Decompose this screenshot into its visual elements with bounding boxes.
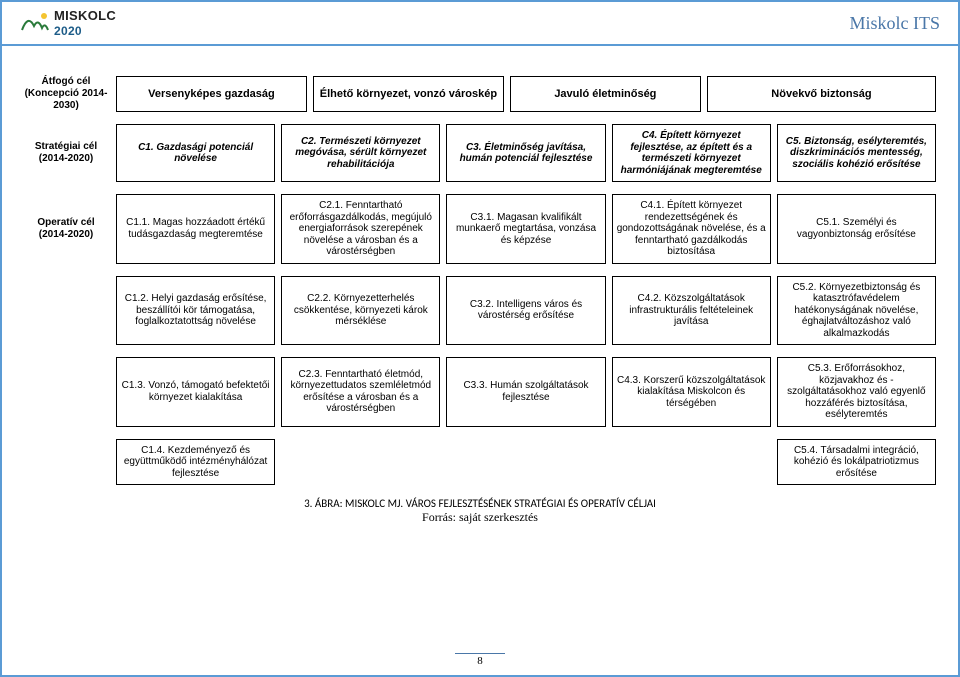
atfogo-cells: Versenyképes gazdaság Élhető környezet, … [116,76,936,112]
logo-text: MISKOLC 2020 [54,8,116,38]
page-frame: MISKOLC 2020 Miskolc ITS Átfogó cél (Kon… [0,0,960,677]
figure-source: Forrás: saját szerkesztés [24,510,936,525]
operativ-cell: C1.1. Magas hozzáadott értékű tudásgazda… [116,194,275,264]
row-label-empty [24,439,110,486]
page-number: 8 [455,653,505,667]
strategiai-cell: C2. Természeti környezet megóvása, sérül… [281,124,440,182]
header-title: Miskolc ITS [849,13,940,34]
strategiai-cell: C1. Gazdasági potenciál növelése [116,124,275,182]
row-operativ-1: Operatív cél (2014-2020) C1.1. Magas hoz… [24,194,936,264]
operativ-cell: C3.3. Humán szolgáltatások fejlesztése [446,357,605,427]
operativ-cell: C1.2. Helyi gazdaság erősítése, beszállí… [116,276,275,346]
row-operativ-3: C1.3. Vonzó, támogató befektetői környez… [24,357,936,427]
row-operativ-2: C1.2. Helyi gazdaság erősítése, beszállí… [24,276,936,346]
operativ-cell: C2.2. Környezetterhelés csökkentése, kör… [281,276,440,346]
operativ-cell: C2.1. Fenntartható erőforrásgazdálkodás,… [281,194,440,264]
operativ-cell: C4.3. Korszerű közszolgáltatások kialakí… [612,357,771,427]
strategiai-cell: C4. Épített környezet fejlesztése, az ép… [612,124,771,182]
figure-caption-block: 3. ÁBRA: MISKOLC MJ. VÁROS FEJLESZTÉSÉNE… [24,497,936,525]
row-label-strategiai: Stratégiai cél (2014-2020) [24,124,110,182]
row-label-empty [24,357,110,427]
atfogo-cell: Javuló életminőség [510,76,701,112]
row-label-empty [24,276,110,346]
logo-area: MISKOLC 2020 [20,8,116,38]
operativ-cell: C3.2. Intelligens város és várostérség e… [446,276,605,346]
row-label-atfogo: Átfogó cél (Koncepció 2014-2030) [24,76,110,112]
operativ-cell-empty [446,439,605,486]
strategiai-cells: C1. Gazdasági potenciál növelése C2. Ter… [116,124,936,182]
operativ-cells-3: C1.3. Vonzó, támogató befektetői környez… [116,357,936,427]
operativ-cells-2: C1.2. Helyi gazdaság erősítése, beszállí… [116,276,936,346]
operativ-cells-1: C1.1. Magas hozzáadott értékű tudásgazda… [116,194,936,264]
row-strategiai: Stratégiai cél (2014-2020) C1. Gazdasági… [24,124,936,182]
operativ-cell: C1.4. Kezdeményező és együttműködő intéz… [116,439,275,486]
atfogo-cell: Növekvő biztonság [707,76,936,112]
operativ-cell: C5.3. Erőforrásokhoz, közjavakhoz és -sz… [777,357,936,427]
strategiai-cell: C3. Életminőség javítása, humán potenciá… [446,124,605,182]
operativ-cell: C4.1. Épített környezet rendezettségének… [612,194,771,264]
operativ-cell: C3.1. Magasan kvalifikált munkaerő megta… [446,194,605,264]
row-label-operativ: Operatív cél (2014-2020) [24,194,110,264]
operativ-cell: C5.2. Környezetbiztonság és katasztrófav… [777,276,936,346]
operativ-cell: C4.2. Közszolgáltatások infrastrukturáli… [612,276,771,346]
operativ-cell-empty [281,439,440,486]
content-area: Átfogó cél (Koncepció 2014-2030) Verseny… [2,46,958,535]
operativ-cell: C1.3. Vonzó, támogató befektetői környez… [116,357,275,427]
logo-text-top: MISKOLC [54,8,116,23]
logo-text-bottom: 2020 [54,24,82,38]
operativ-cell: C5.4. Társadalmi integráció, kohézió és … [777,439,936,486]
atfogo-cell: Élhető környezet, vonzó városkép [313,76,504,112]
atfogo-cell: Versenyképes gazdaság [116,76,307,112]
miskolc-logo-icon [20,8,50,38]
figure-caption: 3. ÁBRA: MISKOLC MJ. VÁROS FEJLESZTÉSÉNE… [24,497,936,510]
strategiai-cell: C5. Biztonság, esélyteremtés, diszkrimin… [777,124,936,182]
operativ-cell: C2.3. Fenntartható életmód, környezettud… [281,357,440,427]
page-header: MISKOLC 2020 Miskolc ITS [2,2,958,46]
operativ-cell: C5.1. Személyi és vagyonbiztonság erősít… [777,194,936,264]
row-operativ-4: C1.4. Kezdeményező és együttműködő intéz… [24,439,936,486]
operativ-cell-empty [612,439,771,486]
row-atfogo: Átfogó cél (Koncepció 2014-2030) Verseny… [24,76,936,112]
operativ-cells-4: C1.4. Kezdeményező és együttműködő intéz… [116,439,936,486]
